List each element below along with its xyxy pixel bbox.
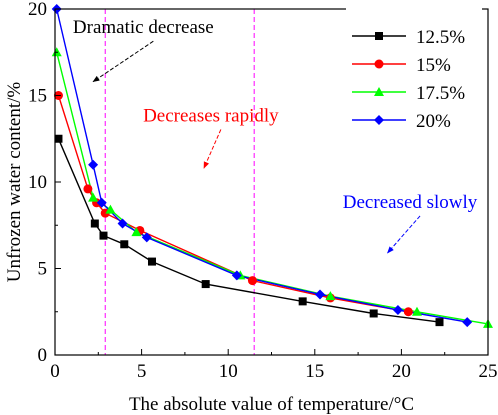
y-tick-label: 10 [28, 172, 47, 193]
annotation-text: Dramatic decrease [73, 17, 214, 38]
annotation-text: Decreases rapidly [143, 105, 279, 126]
data-point [117, 218, 128, 229]
data-point [201, 280, 210, 289]
x-tick-label: 15 [305, 361, 324, 382]
legend-marker [374, 59, 384, 69]
x-tick-label: 10 [219, 361, 238, 382]
legend-label: 15% [416, 55, 451, 76]
legend-marker [374, 115, 384, 125]
y-tick-label: 20 [28, 0, 47, 20]
data-point [298, 297, 307, 306]
data-point [88, 159, 99, 170]
annotation-text: Decreased slowly [343, 192, 478, 213]
data-point [54, 134, 63, 143]
x-tick-label: 5 [137, 361, 147, 382]
y-tick-label: 5 [38, 259, 48, 280]
data-point [141, 232, 152, 243]
legend-label: 20% [416, 111, 451, 132]
data-point [131, 227, 142, 237]
legend-label: 17.5% [416, 83, 465, 104]
y-axis-label: Unfrozen water content/% [4, 82, 25, 283]
annotation-arrow [387, 215, 421, 254]
data-point [462, 317, 473, 328]
data-point [120, 240, 129, 249]
data-point [90, 219, 99, 228]
data-point [314, 289, 325, 300]
legend-label: 12.5% [416, 27, 465, 48]
data-point [88, 192, 99, 202]
data-point [247, 276, 257, 286]
x-tick-label: 20 [392, 361, 411, 382]
data-point [96, 197, 107, 208]
data-point [83, 184, 93, 194]
x-tick-label: 25 [479, 361, 498, 382]
data-point [231, 270, 242, 281]
annotation-arrow [92, 40, 154, 83]
data-point [147, 257, 156, 266]
x-tick-label: 0 [50, 361, 60, 382]
legend-marker [374, 87, 384, 96]
data-point [325, 291, 336, 301]
data-point [105, 204, 116, 214]
data-point [435, 318, 444, 327]
data-point [411, 306, 422, 316]
y-tick-label: 0 [38, 345, 48, 366]
legend-marker [375, 32, 383, 40]
data-point [392, 305, 403, 316]
data-point [403, 307, 413, 317]
x-axis-label: The absolute value of temperature/°C [129, 394, 414, 415]
data-point [99, 231, 108, 240]
series-line [57, 138, 440, 323]
data-point [369, 309, 378, 318]
y-tick-label: 15 [28, 86, 47, 107]
annotation-arrow [203, 129, 222, 169]
legend-box [346, 8, 482, 126]
